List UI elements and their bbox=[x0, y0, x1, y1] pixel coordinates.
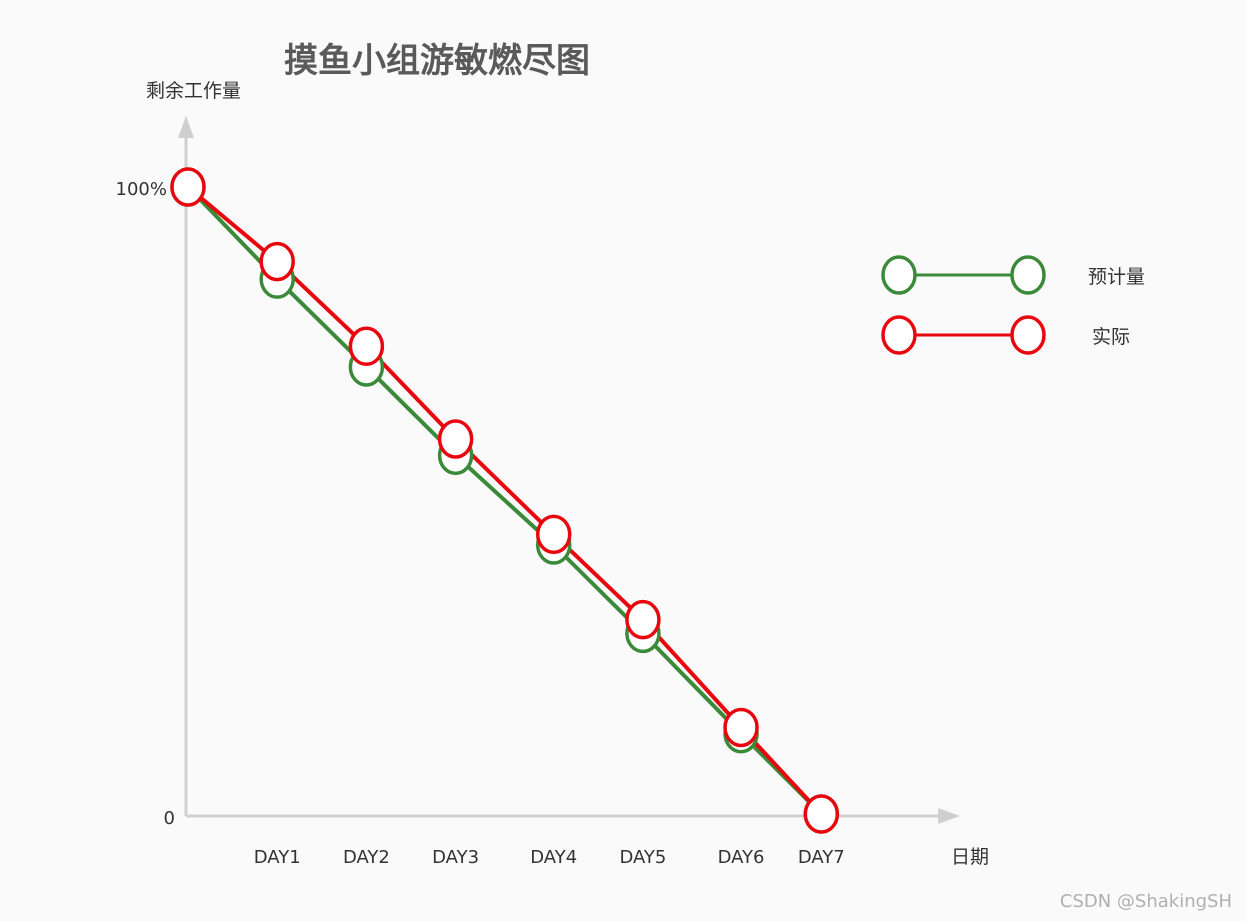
series-1-point-0 bbox=[170, 167, 206, 207]
series-line-0 bbox=[186, 185, 823, 816]
x-tick-label-day7: DAY7 bbox=[798, 847, 845, 868]
legend-marker-right-1 bbox=[1010, 315, 1046, 355]
y-tick-label-zero: 0 bbox=[164, 808, 175, 829]
chart-title: 摸鱼小组游敏燃尽图 bbox=[284, 41, 590, 81]
x-axis-label: 日期 bbox=[951, 846, 989, 868]
legend-label-0: 预计量 bbox=[1088, 266, 1145, 288]
x-tick-label-day6: DAY6 bbox=[718, 847, 765, 868]
x-tick-label-day1: DAY1 bbox=[254, 847, 301, 868]
y-axis-label: 剩余工作量 bbox=[146, 80, 241, 102]
series-1-point-2 bbox=[348, 326, 385, 367]
legend-marker-left-1 bbox=[881, 315, 917, 355]
x-tick-label-day5: DAY5 bbox=[619, 847, 666, 868]
legend-marker-left-0 bbox=[881, 255, 917, 295]
watermark: CSDN @ShakingSH bbox=[1060, 891, 1232, 912]
legend-label-1: 实际 bbox=[1092, 326, 1130, 348]
series-1-point-6 bbox=[723, 707, 759, 748]
x-axis-arrow bbox=[938, 808, 960, 824]
series-markers bbox=[170, 167, 840, 834]
y-axis-arrow bbox=[178, 116, 194, 138]
series-1-point-7 bbox=[803, 794, 840, 834]
series-1-point-4 bbox=[535, 514, 572, 555]
y-tick-label-top: 100% bbox=[116, 179, 167, 200]
x-tick-label-day3: DAY3 bbox=[432, 847, 479, 868]
series-1-point-3 bbox=[437, 419, 474, 459]
series-1-point-5 bbox=[625, 599, 661, 640]
x-tick-label-day2: DAY2 bbox=[343, 847, 390, 868]
x-tick-labels: DAY1 DAY2 DAY3 DAY4 DAY5 DAY6 DAY7 bbox=[254, 847, 845, 868]
legend-marker-right-0 bbox=[1010, 255, 1046, 295]
series-1-point-1 bbox=[259, 241, 295, 282]
x-tick-label-day4: DAY4 bbox=[530, 847, 577, 868]
